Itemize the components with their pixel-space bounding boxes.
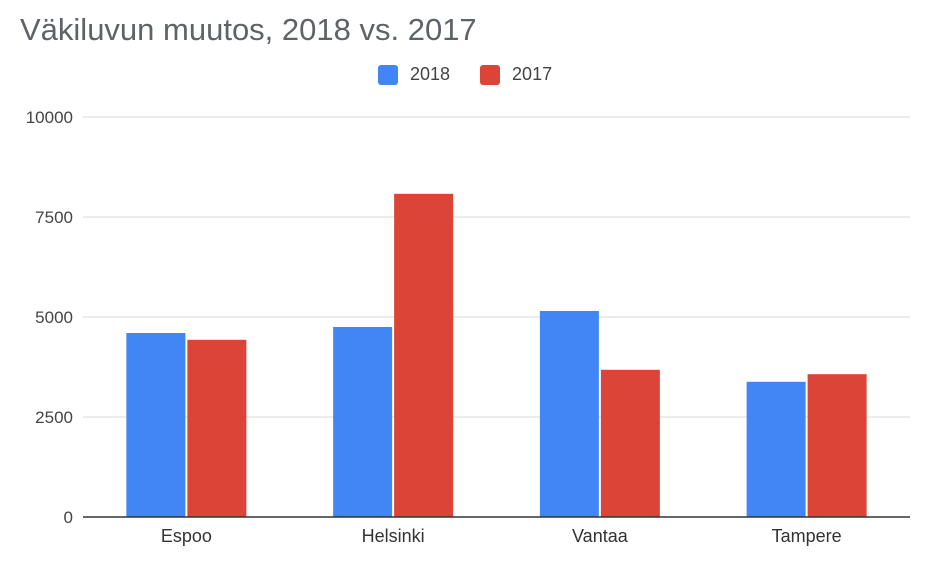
bar-2018-tampere — [746, 381, 806, 517]
y-tick-label: 7500 — [35, 208, 73, 227]
legend-label-2017: 2017 — [512, 64, 553, 84]
legend-item-2017: 2017 — [480, 64, 552, 85]
bar-2018-vantaa — [539, 311, 599, 517]
y-tick-label: 2500 — [35, 408, 73, 427]
bar-2017-espoo — [187, 339, 247, 517]
legend-swatch-2018 — [378, 64, 398, 85]
x-tick-label: Tampere — [772, 526, 842, 546]
legend: 2018 2017 — [378, 64, 582, 85]
y-tick-label: 0 — [64, 508, 73, 527]
bar-2017-tampere — [807, 374, 867, 517]
bar-2018-helsinki — [333, 327, 393, 517]
x-tick-label: Helsinki — [362, 526, 425, 546]
legend-label-2018: 2018 — [410, 64, 451, 84]
bar-2017-vantaa — [600, 369, 660, 517]
y-tick-label: 10000 — [26, 108, 73, 127]
x-tick-label: Vantaa — [572, 526, 629, 546]
bar-2017-helsinki — [394, 193, 454, 518]
x-tick-label: Espoo — [161, 526, 212, 546]
y-tick-label: 5000 — [35, 308, 73, 327]
bar-2018-espoo — [126, 333, 186, 517]
chart-title: Väkiluvun muutos, 2018 vs. 2017 — [20, 12, 477, 47]
legend-item-2018: 2018 — [378, 64, 450, 85]
legend-swatch-2017 — [480, 64, 501, 85]
